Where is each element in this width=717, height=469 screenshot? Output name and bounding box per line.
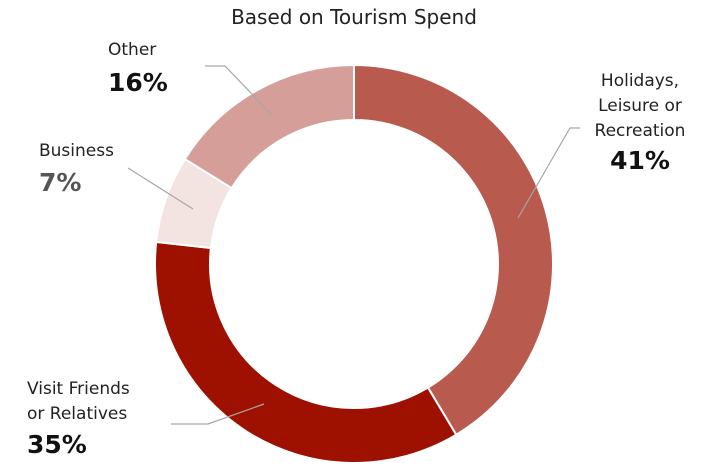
value-label-holidays: 41%	[610, 146, 670, 175]
chart-subtitle: Based on Tourism Spend	[231, 5, 477, 29]
label-holidays-line-2: Leisure or	[598, 96, 682, 116]
value-label-business: 7%	[39, 168, 81, 197]
value-label-other: 16%	[108, 68, 168, 97]
leader-line-other	[205, 65, 273, 116]
label-other-line-1: Other	[108, 40, 156, 60]
leader-line-visit-friends	[171, 403, 265, 425]
label-business-line-1: Business	[39, 141, 114, 161]
label-visit-friends-line-1: Visit Friends	[27, 379, 130, 399]
slice-visit-friends	[154, 240, 458, 464]
label-holidays-line-3: Recreation	[595, 121, 686, 141]
leader-lines-group	[127, 65, 580, 425]
slice-other	[183, 63, 355, 190]
leader-line-holidays	[517, 127, 580, 219]
label-visit-friends-line-2: or Relatives	[27, 404, 127, 424]
leader-line-business	[127, 167, 194, 210]
value-label-visit-friends: 35%	[27, 430, 87, 459]
labels-group: Holidays, Leisure or Recreation 41% Visit Fr…	[27, 40, 685, 459]
slice-holidays	[353, 63, 554, 437]
slices-group	[154, 63, 554, 464]
label-holidays-line-1: Holidays,	[601, 71, 679, 91]
